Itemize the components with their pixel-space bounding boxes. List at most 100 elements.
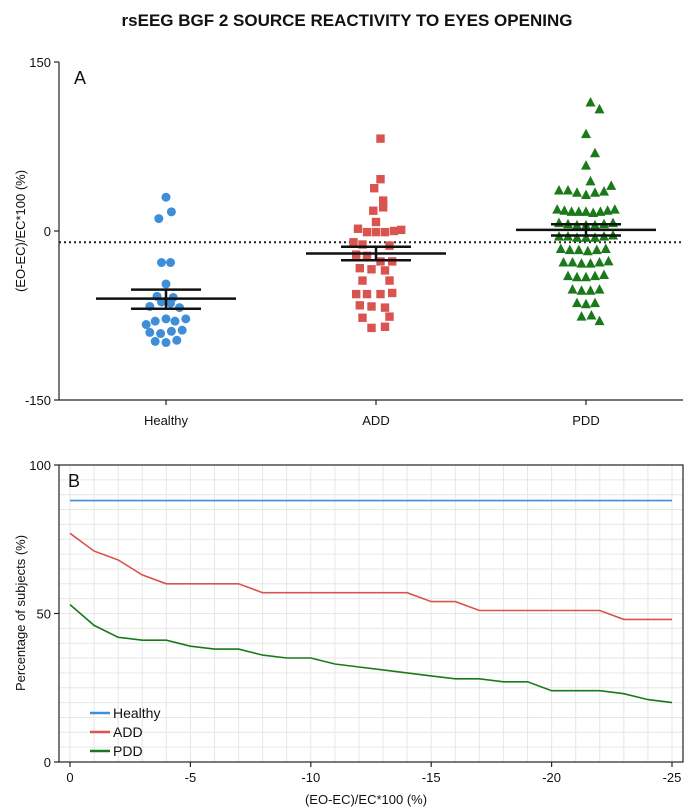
panel-a-x-ticks: Healthy ADD PDD: [144, 400, 600, 428]
data-point-pdd: [594, 315, 605, 326]
data-point-pdd: [594, 284, 605, 294]
panel-a: A (EO-EC)/EC*100 (%) 150 0 -150 Healthy ADD…: [13, 55, 683, 428]
data-point-pdd: [572, 271, 582, 282]
data-point-pdd: [582, 245, 593, 256]
data-point-healthy: [170, 316, 180, 326]
data-point-pdd: [585, 175, 596, 186]
data-point-pdd: [567, 257, 578, 267]
data-point-healthy: [177, 325, 187, 335]
x-tick-label: -25: [663, 770, 682, 785]
y-tick-label: 150: [29, 55, 51, 70]
chart-title: rsEEG BGF 2 SOURCE REACTIVITY TO EYES OP…: [122, 11, 573, 30]
data-point-healthy: [156, 329, 166, 339]
data-point-pdd: [599, 186, 609, 196]
panel-b-x-ticks: 0 -5 -10 -15 -20 -25: [66, 762, 681, 785]
data-point-add: [380, 322, 390, 331]
data-point-pdd: [572, 187, 582, 197]
data-point-pdd: [558, 257, 569, 267]
data-point-healthy: [154, 214, 164, 224]
data-point-pdd: [555, 243, 566, 254]
data-point-add: [380, 266, 390, 275]
data-point-add: [358, 240, 367, 249]
y-tick-label: 100: [29, 458, 51, 473]
x-tick-label: -10: [301, 770, 320, 785]
legend-label-pdd: PDD: [113, 743, 143, 759]
data-point-pdd: [572, 232, 582, 242]
data-point-pdd: [586, 310, 597, 320]
data-point-add: [352, 289, 361, 299]
data-point-add: [367, 302, 376, 311]
legend: Healthy ADD PDD: [90, 705, 160, 759]
data-point-add: [376, 174, 385, 184]
data-point-pdd: [576, 258, 587, 268]
data-point-pdd: [563, 270, 573, 281]
legend-label-healthy: Healthy: [113, 705, 160, 721]
data-point-pdd: [602, 205, 613, 215]
data-point-pdd: [573, 244, 584, 255]
data-point-add: [349, 238, 358, 247]
data-point-pdd: [600, 243, 611, 254]
data-point-add: [362, 251, 372, 260]
x-tick-label: -5: [185, 770, 197, 785]
data-point-pdd: [581, 189, 591, 199]
data-point-add: [376, 134, 385, 143]
data-point-pdd: [594, 103, 605, 114]
data-point-pdd: [572, 297, 582, 308]
panel-b-y-ticks: 100 50 0: [29, 458, 59, 770]
x-tick-label: -15: [422, 770, 441, 785]
data-point-add: [362, 227, 372, 237]
panel-a-y-axis-label: (EO-EC)/EC*100 (%): [13, 170, 28, 292]
data-point-pdd: [609, 204, 620, 214]
data-point-healthy: [166, 207, 176, 217]
data-point-healthy: [172, 335, 182, 345]
data-point-pdd: [608, 217, 618, 228]
data-point-pdd: [585, 97, 596, 107]
x-tick-label: 0: [66, 770, 73, 785]
panel-a-points: [141, 97, 620, 348]
y-tick-label: 0: [44, 224, 51, 239]
data-point-pdd: [603, 255, 614, 266]
data-point-pdd: [595, 206, 606, 216]
data-point-pdd: [591, 244, 602, 255]
legend-label-add: ADD: [113, 724, 143, 740]
data-point-pdd: [588, 207, 599, 217]
x-tick-label: PDD: [572, 413, 599, 428]
data-point-pdd: [590, 270, 600, 281]
data-point-healthy: [157, 258, 166, 268]
data-point-healthy: [141, 320, 151, 330]
data-point-pdd: [581, 160, 591, 170]
data-point-pdd: [554, 184, 564, 195]
data-point-healthy: [161, 279, 171, 289]
data-point-add: [355, 263, 364, 273]
data-point-pdd: [606, 180, 617, 190]
data-point-pdd: [590, 232, 600, 242]
data-point-healthy: [166, 326, 176, 336]
data-point-healthy: [150, 316, 160, 326]
data-point-pdd: [590, 297, 600, 308]
data-point-add: [380, 303, 390, 312]
data-point-add: [362, 289, 372, 299]
data-point-add: [380, 227, 390, 237]
data-point-pdd: [585, 285, 596, 295]
panel-b-lines: [69, 499, 673, 704]
data-point-add: [385, 276, 394, 285]
data-point-add: [358, 313, 367, 322]
data-point-pdd: [581, 298, 591, 309]
data-point-pdd: [559, 205, 570, 215]
series-line-pdd: [69, 603, 673, 704]
data-point-add: [369, 206, 378, 215]
data-point-add: [367, 265, 376, 274]
data-point-pdd: [566, 206, 577, 216]
data-point-add: [371, 217, 381, 227]
panel-b-x-axis-label: (EO-EC)/EC*100 (%): [305, 792, 427, 807]
data-point-add: [388, 288, 397, 298]
data-point-pdd: [576, 311, 587, 321]
data-point-healthy: [145, 327, 155, 337]
panel-b: B Percentage of subjects (%) (EO-EC)/EC*…: [13, 458, 684, 807]
data-point-pdd: [590, 187, 600, 197]
panel-a-label: A: [74, 68, 86, 88]
data-point-pdd: [581, 128, 591, 139]
data-point-pdd: [564, 244, 575, 255]
data-point-pdd: [567, 284, 578, 294]
